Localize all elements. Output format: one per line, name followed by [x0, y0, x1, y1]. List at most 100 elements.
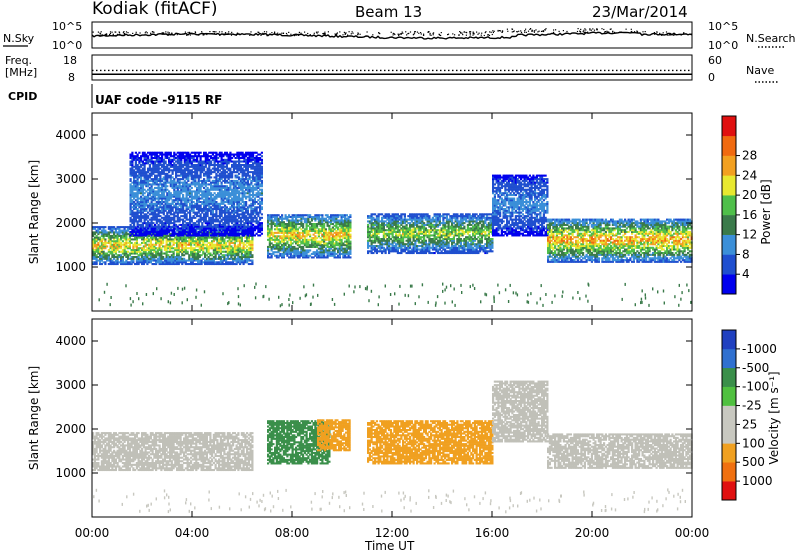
noise-search-label: N.Search — [746, 32, 796, 45]
scatter-cell — [100, 245, 103, 248]
scatter-cell — [97, 226, 100, 229]
noise-search-point — [520, 31, 523, 33]
noise-search-point — [339, 31, 341, 33]
scatter-cell — [145, 218, 148, 221]
noise-search-point — [414, 31, 416, 33]
scatter-cell — [139, 252, 142, 255]
scatter-cell — [160, 252, 163, 255]
noise-search-point — [542, 30, 544, 32]
scatter-cell — [138, 227, 141, 230]
scatter-cell — [107, 227, 110, 230]
scatter-cell — [97, 249, 100, 252]
scatter-cell — [207, 259, 210, 262]
scatter-cell — [255, 201, 258, 204]
noise-search-point — [630, 28, 632, 30]
noise-search-point — [544, 29, 546, 31]
scatter-cell — [186, 236, 189, 239]
scatter-cell — [138, 157, 141, 160]
scatter-cell — [170, 256, 173, 259]
scatter-cell — [235, 257, 238, 260]
scatter-cell — [174, 261, 177, 264]
scatter-cell — [99, 252, 102, 255]
scatter-cell — [118, 261, 121, 264]
scatter-cell — [153, 257, 156, 260]
scatter-cell — [131, 230, 134, 233]
scatter-cell — [125, 259, 128, 262]
noise-search-point — [345, 32, 347, 34]
scatter-cell — [205, 236, 208, 239]
scatter-cell — [249, 249, 252, 252]
scatter-cell — [133, 169, 136, 172]
scatter-cell — [185, 209, 188, 212]
scatter-cell — [173, 151, 176, 154]
scatter-cell — [160, 238, 163, 241]
scatter-cell — [141, 188, 144, 191]
noise-search-point — [393, 33, 395, 35]
scatter-cell — [133, 185, 136, 188]
scatter-cell — [191, 236, 194, 239]
scatter-cell — [223, 245, 226, 248]
scatter-cell — [146, 236, 149, 239]
noise-search-point — [235, 33, 237, 35]
noise-search-point — [439, 34, 441, 36]
scatter-cell — [143, 222, 146, 225]
scatter-cell — [188, 263, 191, 266]
scatter-cell — [141, 167, 144, 170]
scatter-cell — [195, 256, 198, 259]
scatter-cell — [136, 213, 139, 216]
noise-search-point — [281, 32, 283, 34]
scatter-cell — [219, 238, 222, 241]
scatter-cell — [208, 165, 211, 168]
scatter-cell — [172, 263, 175, 266]
scatter-cell — [155, 250, 158, 253]
scatter-cell — [133, 195, 136, 198]
scatter-cell — [128, 241, 131, 244]
scatter-cell — [140, 204, 143, 207]
scatter-cell — [216, 243, 219, 246]
scatter-cell — [93, 252, 96, 255]
scatter-cell — [135, 256, 138, 259]
noise-search-point — [452, 33, 454, 35]
scatter-cell — [246, 261, 249, 264]
scatter-cell — [178, 194, 181, 197]
noise-search-point — [351, 31, 353, 33]
noise-search-point — [115, 31, 117, 33]
scatter-cell — [158, 256, 161, 259]
scatter-cell — [198, 261, 201, 264]
scatter-cell — [135, 249, 138, 252]
cpid-label: CPID — [8, 90, 37, 103]
noise-search-point — [188, 31, 191, 33]
scatter-cell — [182, 194, 185, 197]
noise-search-point — [662, 32, 664, 34]
scatter-cell — [245, 202, 248, 205]
noise-search-point — [125, 31, 128, 33]
scatter-cell — [143, 176, 146, 179]
scatter-cell — [148, 259, 151, 262]
scatter-cell — [190, 247, 193, 250]
scatter-cell — [169, 250, 172, 253]
scatter-cell — [164, 160, 167, 163]
scatter-cell — [116, 236, 119, 239]
scatter-cell — [128, 243, 131, 246]
scatter-cell — [224, 204, 227, 207]
scatter-cell — [169, 261, 172, 264]
scatter-cell — [249, 263, 252, 266]
scatter-cell — [121, 233, 124, 236]
scatter-cell — [113, 250, 116, 253]
scatter-cell — [114, 263, 117, 266]
scatter-cell — [104, 254, 107, 257]
scatter-cell — [133, 227, 136, 230]
scatter-cell — [190, 249, 193, 252]
noise-search-point — [228, 31, 230, 33]
scatter-cell — [241, 197, 244, 200]
noise-search-point — [150, 32, 152, 34]
noise-search-point — [501, 31, 503, 33]
scatter-cell — [143, 209, 146, 212]
scatter-cell — [102, 229, 105, 232]
scatter-cell — [186, 250, 189, 253]
scatter-cell — [149, 254, 152, 257]
scatter-cell — [177, 250, 180, 253]
noise-search-point — [123, 31, 125, 33]
scatter-cell — [143, 169, 146, 172]
scatter-cell — [233, 249, 236, 252]
